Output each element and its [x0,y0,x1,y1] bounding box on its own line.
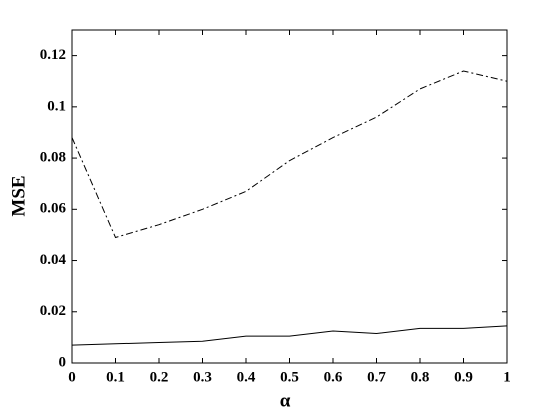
x-tick-label: 0.1 [106,369,125,385]
x-tick-label: 0 [68,369,76,385]
y-tick-label: 0.06 [40,201,67,217]
y-axis-label: MSE [8,175,29,216]
y-tick-label: 0.08 [40,150,66,166]
y-tick-label: 0.04 [40,252,67,268]
x-tick-label: 0.2 [150,369,169,385]
x-tick-label: 0.3 [193,369,212,385]
x-tick-label: 0.6 [324,369,343,385]
x-tick-label: 0.4 [237,369,256,385]
y-tick-label: 0.1 [47,98,66,114]
x-tick-label: 0.9 [454,369,473,385]
y-tick-label: 0 [59,354,67,370]
plot-frame [71,29,508,364]
line-series [71,70,508,239]
x-axis-label: α [280,390,291,411]
x-tick-label: 1 [503,369,511,385]
y-tick-label: 0.12 [40,47,66,63]
y-tick-label: 0.02 [40,303,66,319]
x-tick-label: 0.8 [411,369,430,385]
x-tick-label: 0.5 [280,369,299,385]
line-series [71,325,508,346]
x-tick-label: 0.7 [367,369,386,385]
